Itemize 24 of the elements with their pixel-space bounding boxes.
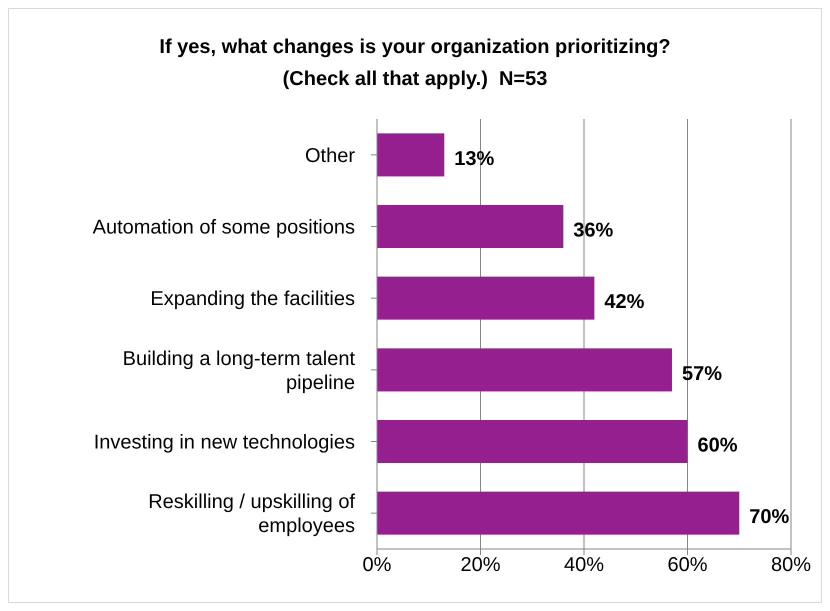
y-tick-label: Expanding the facilities xyxy=(150,288,355,310)
x-tick-label: 60% xyxy=(667,554,708,576)
bar xyxy=(377,348,672,392)
bar xyxy=(377,276,594,320)
x-tick-label: 80% xyxy=(770,554,812,576)
y-tick-label: Investing in new technologies xyxy=(94,432,355,454)
y-tick-label: Other xyxy=(304,144,356,167)
data-label: 13% xyxy=(454,148,495,170)
bar xyxy=(377,133,444,176)
bar xyxy=(377,205,564,248)
x-tick-label: 20% xyxy=(460,554,501,576)
x-tick-label: 0% xyxy=(362,554,392,576)
data-label: 36% xyxy=(573,220,614,242)
data-label: 60% xyxy=(698,434,738,456)
data-label: 70% xyxy=(749,506,790,528)
chart-title: If yes, what changes is your organization prioritizing? (Check all that apply.) N=53 xyxy=(158,35,672,92)
x-tick-label: 40% xyxy=(564,554,604,576)
bar xyxy=(377,492,740,535)
bar xyxy=(377,420,688,463)
y-tick-label: Building a long-term talent pipeline xyxy=(122,348,356,394)
data-label: 42% xyxy=(604,291,645,314)
data-label: 57% xyxy=(682,362,722,385)
y-tick-label: Reskilling / upskilling of employees xyxy=(148,491,356,538)
y-tick-label: Automation of some positions xyxy=(92,216,355,238)
